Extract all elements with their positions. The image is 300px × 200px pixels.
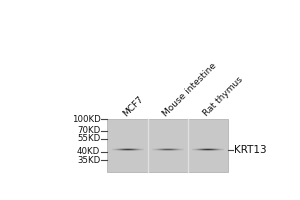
Text: Mouse intestine: Mouse intestine	[161, 61, 219, 118]
Text: KRT13: KRT13	[234, 145, 267, 155]
Text: 35KD: 35KD	[77, 156, 100, 165]
Text: 40KD: 40KD	[77, 147, 100, 156]
Bar	[107, 119, 228, 172]
Text: MCF7: MCF7	[121, 94, 145, 118]
Text: 100KD: 100KD	[71, 115, 100, 124]
Text: 55KD: 55KD	[77, 134, 100, 143]
Text: Rat thymus: Rat thymus	[202, 75, 245, 118]
Text: 70KD: 70KD	[77, 126, 100, 135]
